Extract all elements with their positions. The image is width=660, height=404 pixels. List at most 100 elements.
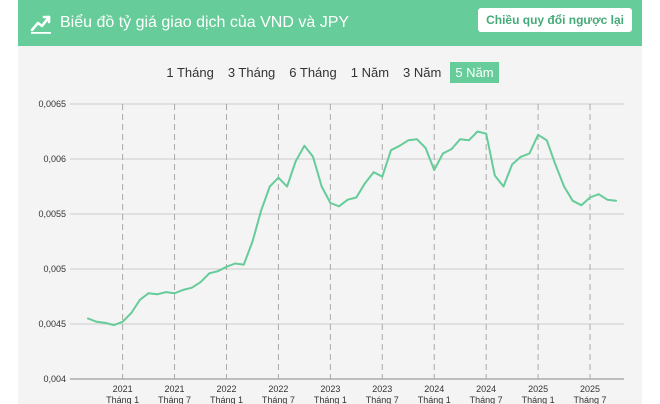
x-tick-year: 2025	[580, 384, 600, 394]
data-point	[147, 292, 150, 295]
x-tick-month: Tháng 1	[314, 395, 347, 404]
data-point	[571, 199, 574, 202]
data-point	[216, 270, 219, 273]
data-point	[251, 240, 254, 243]
data-point	[320, 185, 323, 188]
data-point	[225, 265, 228, 268]
data-point	[294, 160, 297, 163]
x-tick-month: Tháng 1	[210, 395, 243, 404]
tab-1-month[interactable]: 1 Tháng	[161, 62, 218, 83]
data-point	[95, 320, 98, 323]
x-tick-month: Tháng 1	[522, 395, 555, 404]
data-point	[242, 263, 245, 266]
data-point	[511, 163, 513, 166]
widget-title: Biểu đồ tỷ giá giao dịch của VND và JPY	[60, 14, 350, 31]
data-point	[165, 291, 167, 293]
y-axis-ticks: 0,004 0,0045 0,005 0,0055 0,006 0,0065	[38, 99, 66, 384]
data-point	[398, 144, 401, 147]
data-point	[537, 133, 539, 136]
x-tick-year: 2021	[113, 384, 133, 394]
data-point	[597, 193, 600, 196]
data-point	[87, 317, 89, 320]
x-tick-year: 2023	[372, 384, 392, 394]
data-point	[580, 204, 583, 207]
data-point	[268, 185, 271, 188]
data-point	[390, 149, 392, 152]
data-point	[199, 281, 202, 284]
y-tick-label: 0,0055	[38, 209, 66, 219]
data-point	[303, 144, 306, 147]
x-tick-month: Tháng 7	[574, 395, 607, 404]
vertical-gridlines	[122, 104, 591, 379]
data-point	[130, 312, 133, 314]
data-point	[173, 292, 176, 295]
x-tick-year: 2024	[476, 384, 496, 394]
data-point	[381, 175, 384, 178]
data-point	[182, 289, 185, 291]
tab-3-months[interactable]: 3 Tháng	[223, 62, 280, 83]
data-point	[433, 169, 436, 171]
data-point	[139, 298, 141, 301]
x-tick-month: Tháng 1	[106, 395, 139, 404]
exchange-rate-widget: Biểu đồ tỷ giá giao dịch của VND và JPY …	[18, 0, 642, 404]
data-point	[606, 198, 609, 201]
data-point	[286, 185, 288, 188]
time-range-tabs: 1 Tháng 3 Tháng 6 Tháng 1 Năm 3 Năm 5 Nă…	[18, 62, 642, 83]
data-point	[468, 139, 470, 142]
y-tick-label: 0,005	[43, 264, 66, 274]
data-point	[554, 163, 557, 166]
x-tick-year: 2022	[216, 384, 236, 394]
data-point	[234, 262, 237, 265]
data-point	[312, 155, 314, 158]
data-point	[416, 138, 418, 141]
y-tick-label: 0,0065	[38, 99, 66, 109]
data-point	[450, 148, 453, 151]
data-point	[372, 171, 375, 174]
tab-1-year[interactable]: 1 Năm	[346, 62, 394, 83]
data-point	[563, 185, 565, 188]
x-tick-month: Tháng 1	[418, 395, 451, 404]
y-tick-label: 0,006	[43, 154, 66, 164]
x-tick-year: 2021	[165, 384, 185, 394]
x-tick-year: 2023	[320, 384, 340, 394]
data-point	[338, 205, 340, 208]
data-point	[545, 139, 548, 142]
series-layer	[87, 130, 617, 327]
data-point	[528, 152, 531, 155]
data-point	[364, 182, 366, 185]
data-point	[329, 202, 332, 204]
data-point	[476, 130, 479, 133]
data-point	[156, 293, 159, 296]
x-tick-year: 2024	[424, 384, 444, 394]
data-point	[407, 139, 410, 142]
data-point	[424, 147, 427, 149]
x-tick-month: Tháng 7	[262, 395, 295, 404]
data-point	[615, 199, 617, 202]
data-point	[355, 196, 358, 199]
tab-3-years[interactable]: 3 Năm	[398, 62, 446, 83]
data-point	[485, 132, 488, 135]
tab-6-months[interactable]: 6 Tháng	[284, 62, 341, 83]
data-point	[260, 209, 262, 212]
data-point	[121, 320, 124, 323]
data-point	[589, 196, 591, 199]
x-tick-month: Tháng 7	[158, 395, 191, 404]
x-tick-month: Tháng 7	[366, 395, 399, 404]
data-point	[493, 174, 496, 177]
horizontal-gridlines	[70, 103, 624, 380]
chart-trend-icon	[30, 15, 51, 34]
data-point	[277, 176, 280, 179]
x-tick-month: Tháng 7	[470, 395, 503, 404]
data-point	[208, 272, 211, 275]
reverse-conversion-button[interactable]: Chiều quy đổi ngược lại	[478, 8, 632, 32]
x-tick-year: 2025	[528, 384, 548, 394]
data-point	[191, 286, 193, 289]
data-point	[442, 152, 444, 155]
series-line	[87, 130, 617, 327]
y-tick-label: 0,0045	[38, 319, 66, 329]
y-tick-label: 0,004	[43, 374, 66, 384]
tab-5-years[interactable]: 5 Năm	[450, 62, 499, 83]
data-point	[113, 324, 115, 326]
